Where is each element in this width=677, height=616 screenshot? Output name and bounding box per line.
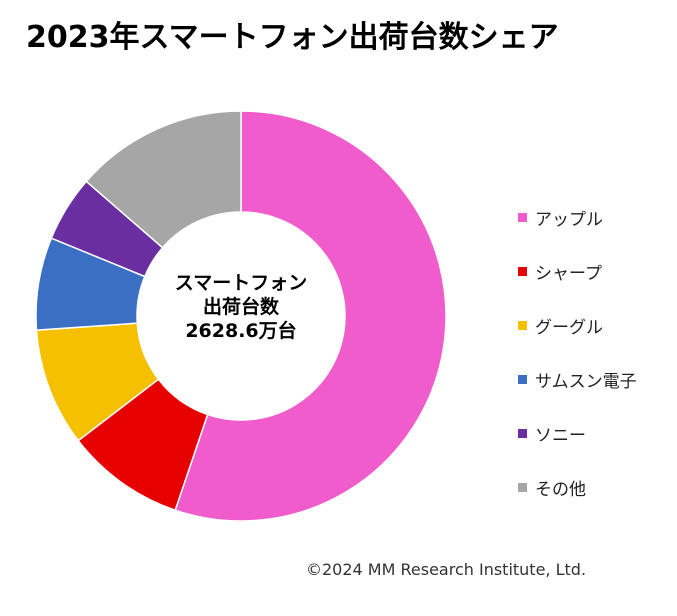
legend-label: グーグル: [535, 317, 603, 338]
legend-item-3: グーグル: [518, 298, 637, 352]
legend-swatch: [518, 212, 527, 222]
legend-swatch: [518, 482, 527, 492]
legend-item-5: ソニー: [518, 406, 637, 460]
legend-swatch: [518, 320, 527, 330]
center-label-line-3: 2628.6万台: [185, 319, 296, 342]
legend-label: サムスン電子: [535, 371, 637, 392]
chart-title: 2023年スマートフォン出荷台数シェア: [26, 20, 559, 55]
legend-swatch: [518, 266, 527, 276]
legend-item-6: その他: [518, 460, 637, 514]
slice-1: [174, 110, 447, 522]
legend-label: アップル: [535, 209, 603, 230]
copyright-notice: ©2024 MM Research Institute, Ltd.: [306, 560, 587, 579]
legend-label: その他: [535, 479, 586, 500]
legend-item-1: アップル: [518, 190, 637, 244]
center-label: スマートフォン 出荷台数 2628.6万台: [175, 272, 307, 342]
legend: アップルシャープグーグルサムスン電子 ソニーその他: [518, 190, 637, 514]
legend-item-4: サムスン電子: [518, 352, 637, 406]
legend-swatch: [518, 374, 527, 384]
legend-swatch: [518, 428, 527, 438]
legend-label: シャープ: [535, 263, 602, 284]
legend-item-2: シャープ: [518, 244, 637, 298]
slice-6: [85, 110, 242, 249]
center-label-line-1: スマートフォン: [175, 272, 307, 294]
center-label-line-2: 出荷台数: [203, 295, 280, 318]
legend-label: ソニー: [535, 425, 586, 446]
